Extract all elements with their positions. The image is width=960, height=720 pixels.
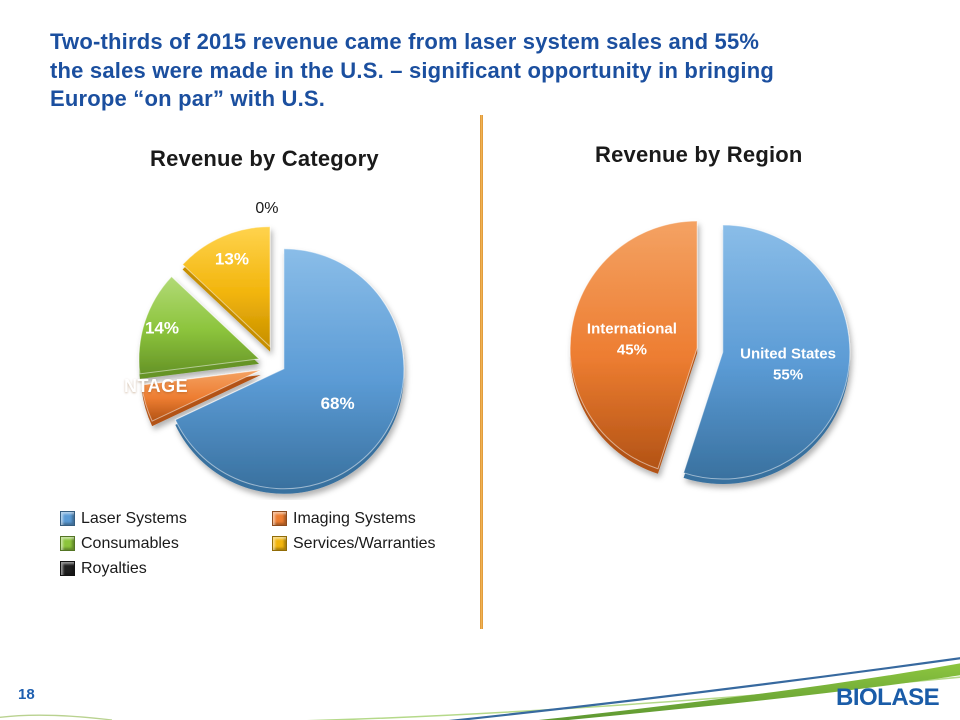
pie-data-label: 68% [321, 394, 355, 413]
legend-label-imaging-systems: Imaging Systems [293, 509, 416, 527]
pie-slice-consumables [138, 275, 261, 375]
pie-slice-united-states [682, 224, 851, 480]
legend-item-services-warranties: Services/Warranties [272, 531, 436, 556]
clipped-watermark-text: NTAGE [124, 376, 189, 396]
legend-item-royalties: Royalties [60, 556, 187, 581]
swoosh-blue-line [448, 657, 960, 720]
pie-chart-revenue-by-category: 68% 14% 13% 0% [138, 200, 405, 494]
pie-data-label: 0% [255, 200, 278, 217]
legend-swatch-laser-systems-icon [60, 511, 75, 526]
divider-line [480, 115, 483, 629]
legend-item-laser-systems: Laser Systems [60, 506, 187, 531]
biolase-logo: BIOLASE [836, 684, 940, 711]
legend-swatch-imaging-systems-icon [272, 511, 287, 526]
pie-slice-international [569, 220, 698, 470]
pie-data-label: United States 55% [740, 345, 836, 383]
slide-title: Two-thirds of 2015 revenue came from las… [50, 28, 930, 114]
legend-label-consumables: Consumables [81, 534, 179, 552]
pie-data-label: International 45% [587, 321, 677, 359]
legend-label-services-warranties: Services/Warranties [293, 534, 436, 552]
legend-label-laser-systems: Laser Systems [81, 509, 187, 527]
swoosh-tail-line [0, 714, 113, 720]
legend-swatch-services-warranties-icon [272, 536, 287, 551]
slide-title-line-3: Europe “on par” with U.S. [50, 86, 326, 111]
legend-item-imaging-systems: Imaging Systems [272, 506, 436, 531]
pie-data-label: 13% [215, 250, 249, 269]
legend-column-1: Laser Systems Consumables Royalties [60, 506, 187, 581]
pie-data-label: 14% [145, 318, 179, 337]
pie-slice-services-warranties [181, 226, 271, 348]
slide-title-line-2: the sales were made in the U.S. – signif… [50, 57, 775, 83]
legend-label-royalties: Royalties [81, 559, 147, 577]
chart-title-revenue-by-region: Revenue by Region [595, 142, 803, 167]
slide-title-line-1: Two-thirds of 2015 revenue came from las… [50, 29, 760, 54]
footer-swoosh [0, 657, 960, 720]
pie-chart-revenue-by-region: United States 55% International 45% [569, 220, 851, 485]
pie-slice-laser-systems [174, 248, 405, 490]
page-number: 18 [18, 686, 35, 703]
legend-column-2: Imaging Systems Services/Warranties [272, 506, 436, 556]
legend-item-consumables: Consumables [60, 531, 187, 556]
legend-swatch-royalties-icon [60, 561, 75, 576]
pie-slice-imaging-systems [141, 369, 261, 422]
chart-title-revenue-by-category: Revenue by Category [150, 146, 379, 171]
legend-swatch-consumables-icon [60, 536, 75, 551]
